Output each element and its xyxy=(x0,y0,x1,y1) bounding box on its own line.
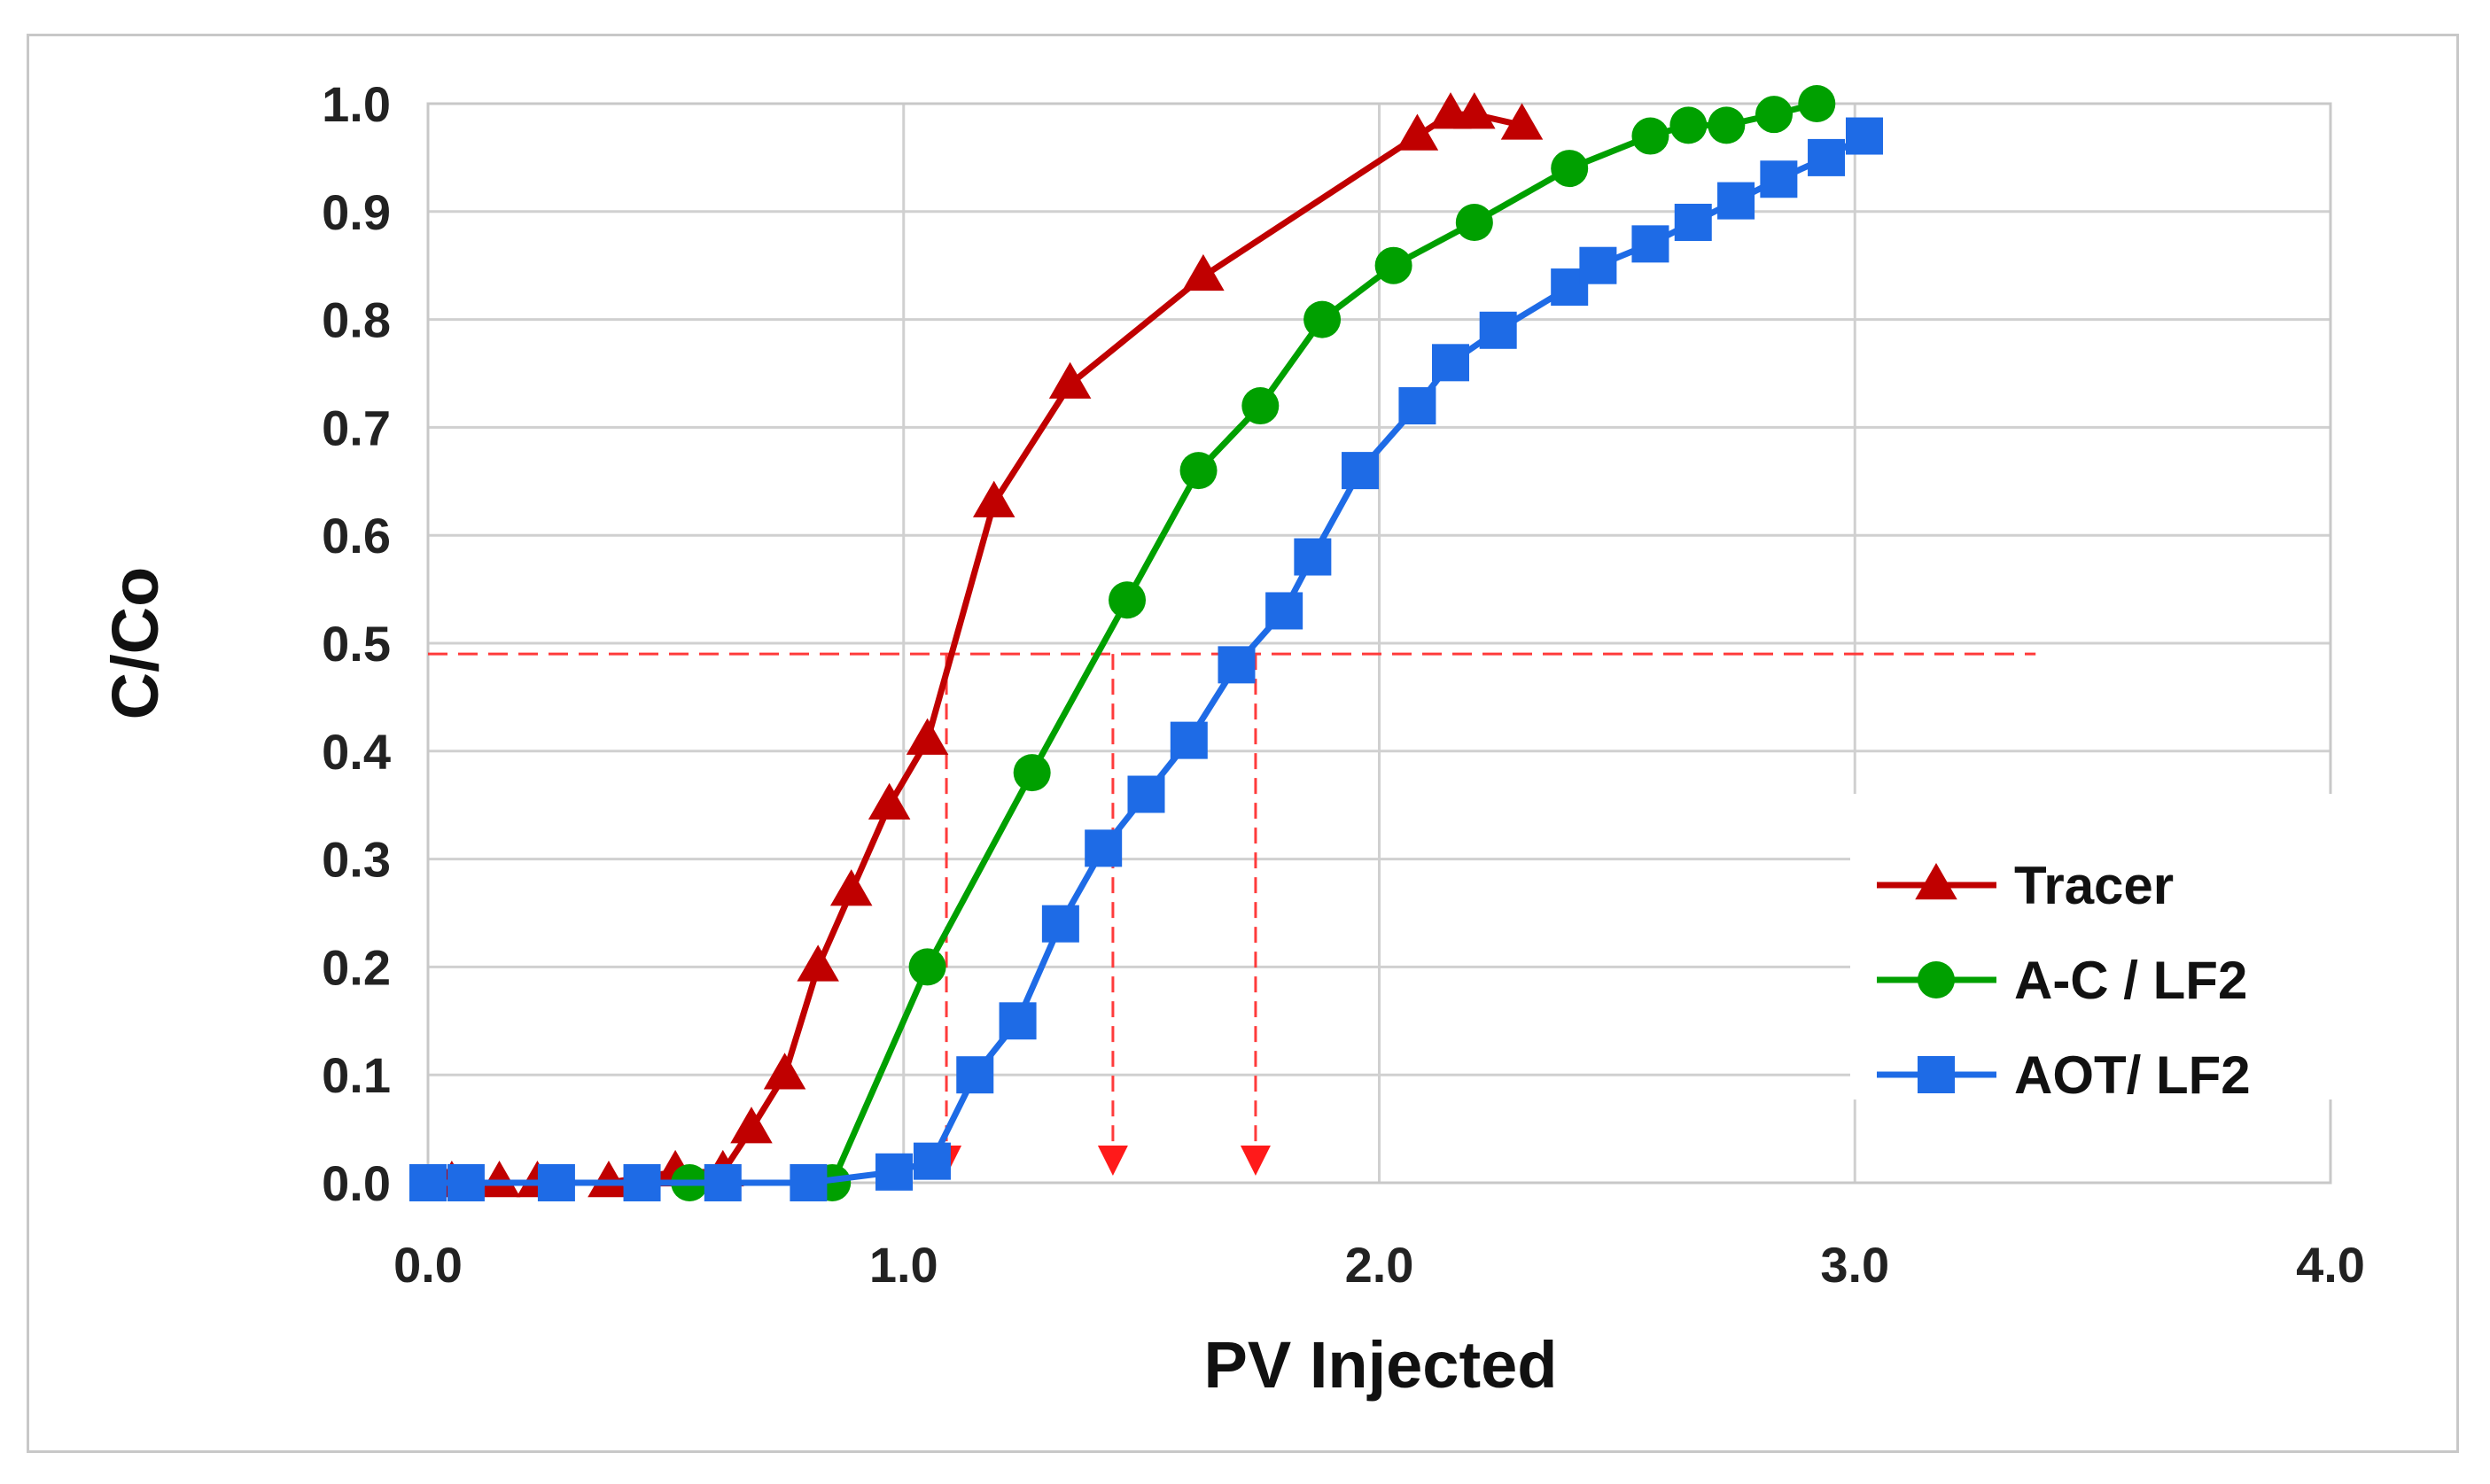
legend-label-a-c-lf2: A-C / LF2 xyxy=(2014,951,2247,1010)
tracer-point xyxy=(763,1053,806,1090)
x-tick-label: 0.0 xyxy=(393,1237,463,1293)
aot-lf2-point xyxy=(1294,538,1332,576)
tracer-point xyxy=(587,1161,630,1198)
x-tick-label: 1.0 xyxy=(869,1237,938,1293)
aot-lf2-point xyxy=(1085,829,1123,867)
aot-lf2-point xyxy=(1579,246,1617,284)
x-tick-label: 3.0 xyxy=(1820,1237,1889,1293)
y-tick-label: 0.3 xyxy=(322,832,391,888)
a-c-lf2-point xyxy=(1631,117,1669,155)
legend: Tracer A-C / LF2 AOT/ LF2 xyxy=(1850,794,2346,1105)
aot-lf2-point xyxy=(409,1164,447,1201)
a-c-lf2-point xyxy=(1241,387,1280,425)
a-c-lf2-point xyxy=(1109,581,1147,619)
legend-label-aot-lf2: AOT/ LF2 xyxy=(2014,1045,2251,1105)
tracer-point xyxy=(906,718,949,755)
aot-lf2-point xyxy=(537,1164,575,1201)
a-c-lf2-point xyxy=(1374,246,1412,284)
a-c-lf2-point xyxy=(1708,106,1746,144)
aot-lf2-point xyxy=(1398,387,1436,425)
aot-lf2-point xyxy=(1041,905,1079,943)
a-c-lf2-point xyxy=(1303,300,1342,338)
series-line-a-c-lf2 xyxy=(689,100,1818,1186)
aot-lf2-point xyxy=(1432,344,1470,382)
legend-marker-a-c-lf2 xyxy=(1918,961,1955,998)
legend-background xyxy=(1850,794,2346,1099)
aot-lf2-point xyxy=(1760,160,1798,198)
a-c-lf2-point xyxy=(1669,106,1708,144)
y-tick-label: 0.9 xyxy=(322,184,391,240)
tracer-point xyxy=(1048,361,1092,399)
aot-lf2-point xyxy=(1170,721,1208,759)
x-tick-label: 2.0 xyxy=(1345,1237,1414,1293)
aot-lf2-point xyxy=(1342,452,1380,490)
aot-lf2-point xyxy=(447,1164,485,1201)
aot-lf2-point xyxy=(623,1164,661,1201)
aot-lf2-point xyxy=(1845,117,1883,155)
aot-lf2-point xyxy=(956,1056,994,1094)
a-c-lf2-point xyxy=(1013,754,1051,792)
y-tick-label: 0.8 xyxy=(322,292,391,348)
aot-lf2-point xyxy=(790,1164,828,1201)
series-aot-lf2 xyxy=(409,117,1883,1201)
tracer-point xyxy=(1396,113,1439,151)
y-tick-label: 0.1 xyxy=(322,1047,391,1103)
y-axis-ticks: 0.0 0.1 0.2 0.3 0.4 0.5 0.6 0.7 0.8 0.9 1.0 xyxy=(322,76,391,1211)
aot-lf2-point xyxy=(1808,138,1846,176)
aot-lf2-point xyxy=(1127,775,1165,813)
y-tick-label: 0.7 xyxy=(322,400,391,455)
breakthrough-chart: 0.0 0.1 0.2 0.3 0.4 0.5 0.6 0.7 0.8 0.9 1.0 0.0 1.0… xyxy=(98,76,2365,1402)
a-c-lf2-point xyxy=(1551,150,1589,188)
aot-lf2-point xyxy=(999,1002,1037,1040)
aot-lf2-point xyxy=(1631,225,1669,263)
plot-area-border xyxy=(426,102,2332,1185)
tracer-point xyxy=(972,480,1015,517)
tracer-point xyxy=(1453,92,1496,129)
legend-label-tracer: Tracer xyxy=(2014,856,2174,915)
y-tick-label: 0.6 xyxy=(322,508,391,563)
y-tick-label: 0.2 xyxy=(322,939,391,995)
y-tick-label: 0.5 xyxy=(322,616,391,672)
a-c-lf2-point xyxy=(1755,96,1794,134)
drop-arrow-icon xyxy=(1097,1146,1128,1176)
aot-lf2-point xyxy=(704,1164,742,1201)
tracer-point xyxy=(1500,103,1544,140)
aot-lf2-point xyxy=(1717,182,1755,220)
tracer-point xyxy=(1182,253,1225,291)
aot-lf2-point xyxy=(1265,592,1303,630)
x-axis-ticks: 0.0 1.0 2.0 3.0 4.0 xyxy=(393,1237,2365,1293)
y-tick-label: 1.0 xyxy=(322,76,391,132)
legend-marker-tracer xyxy=(1915,863,1957,900)
tracer-point xyxy=(829,869,873,906)
a-c-lf2-point xyxy=(1798,85,1836,122)
tracer-point xyxy=(797,944,839,982)
y-axis-title: C/Co xyxy=(98,567,172,720)
aot-lf2-point xyxy=(913,1142,951,1180)
y-tick-label: 0.0 xyxy=(322,1155,391,1211)
data-series xyxy=(409,85,1883,1201)
x-tick-label: 4.0 xyxy=(2296,1237,2365,1293)
aot-lf2-point xyxy=(1674,203,1712,241)
aot-lf2-point xyxy=(875,1153,914,1191)
x-axis-title: PV Injected xyxy=(1204,1328,1558,1402)
a-c-lf2-point xyxy=(1455,203,1493,241)
chart-frame: 0.0 0.1 0.2 0.3 0.4 0.5 0.6 0.7 0.8 0.9 1.0 0.0 1.0… xyxy=(27,34,2459,1453)
a-c-lf2-point xyxy=(908,948,946,986)
tracer-point xyxy=(868,782,911,820)
tracer-point xyxy=(730,1107,773,1144)
aot-lf2-point xyxy=(1218,646,1256,684)
aot-lf2-point xyxy=(1479,311,1517,349)
drop-arrow-icon xyxy=(1240,1146,1271,1176)
y-tick-label: 0.4 xyxy=(322,724,391,780)
gridlines xyxy=(428,104,2330,1183)
a-c-lf2-point xyxy=(1179,452,1218,490)
legend-marker-aot-lf2 xyxy=(1918,1056,1955,1093)
tracer-point xyxy=(478,1161,521,1198)
